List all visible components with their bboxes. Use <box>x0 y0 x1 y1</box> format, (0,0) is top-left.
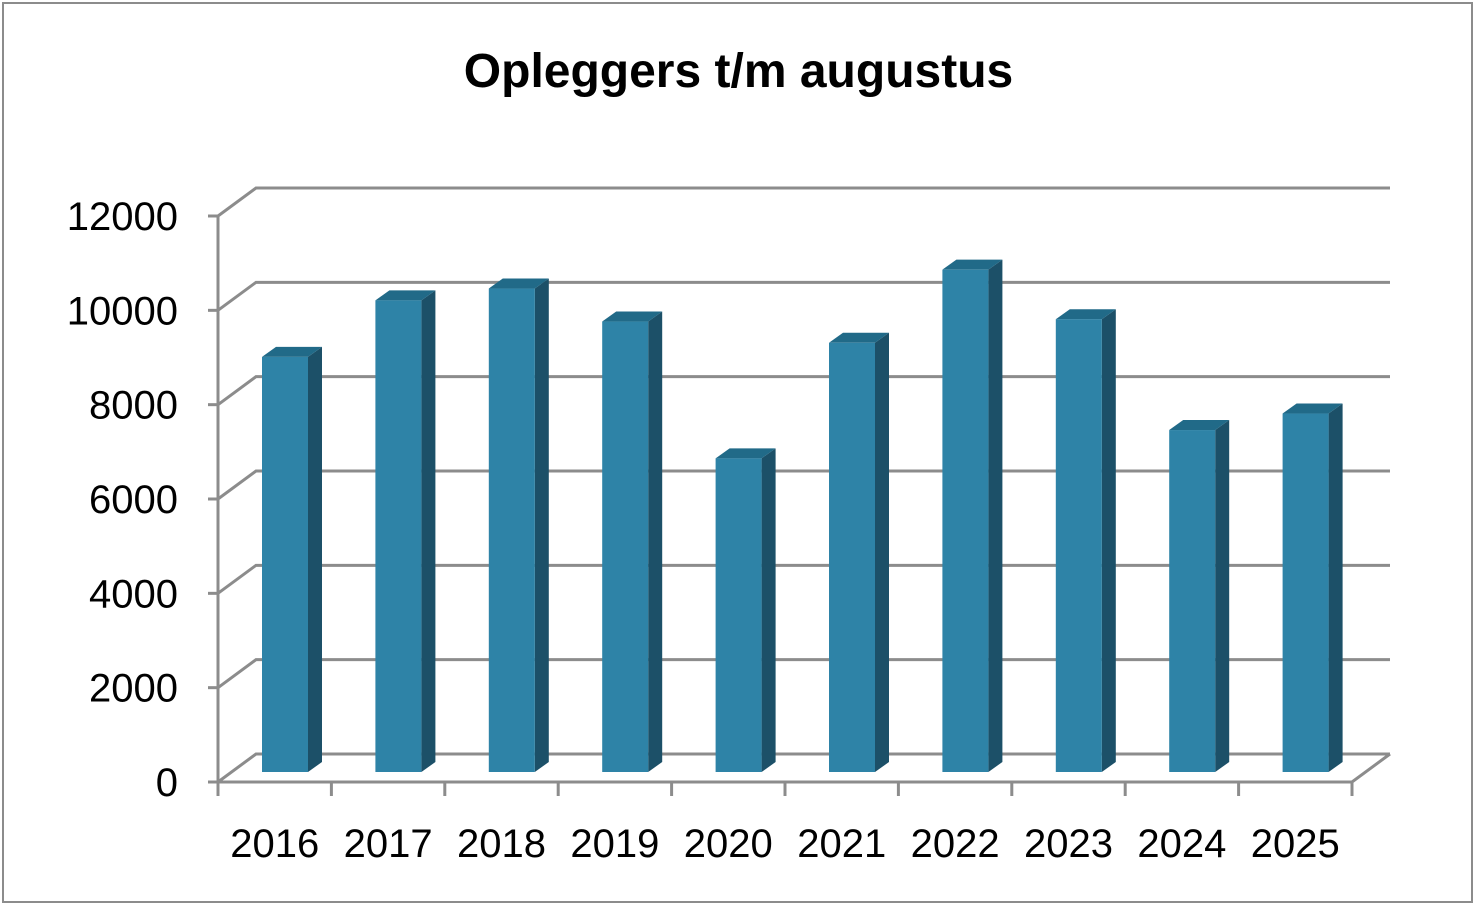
bar <box>829 332 889 772</box>
gridline <box>217 280 1390 312</box>
y-tick-label: 0 <box>156 761 178 805</box>
x-tick-label: 2023 <box>1024 822 1113 866</box>
gridline <box>217 752 1390 784</box>
bars <box>262 259 1343 772</box>
x-tick-label: 2019 <box>570 822 659 866</box>
chart-title: Opleggers t/m augustus <box>463 45 1014 98</box>
gridlines <box>217 186 1390 784</box>
axes <box>208 214 1391 796</box>
x-tick-label: 2021 <box>797 822 886 866</box>
bar <box>942 259 1003 772</box>
x-tick-label: 2020 <box>684 822 773 866</box>
y-tick-label: 10000 <box>67 289 178 333</box>
tick-labels: 0 2000 4000 6000 8000 10000 12000 2016 2017 2018 2… <box>67 195 1340 866</box>
x-tick-label: 2022 <box>911 822 1000 866</box>
gridline <box>217 469 1390 501</box>
bar <box>715 448 776 772</box>
y-tick-label: 12000 <box>67 195 178 239</box>
y-tick-label: 8000 <box>89 384 178 428</box>
gridline <box>217 375 1390 406</box>
bar <box>1169 420 1230 772</box>
bar <box>1055 309 1116 772</box>
bar <box>375 290 436 772</box>
gridline <box>217 186 1390 218</box>
x-tick-label: 2024 <box>1137 822 1226 866</box>
gridline <box>217 563 1390 595</box>
bar <box>602 311 663 772</box>
x-tick-label: 2016 <box>230 822 319 866</box>
bar <box>488 278 549 772</box>
y-tick-label: 2000 <box>89 667 178 711</box>
y-tick-label: 6000 <box>89 478 178 522</box>
y-tick-label: 4000 <box>89 572 178 616</box>
gridline <box>217 658 1390 689</box>
bar <box>262 346 322 772</box>
x-tick-label: 2018 <box>457 822 546 866</box>
x-tick-label: 2017 <box>344 822 433 866</box>
x-tick-label: 2025 <box>1251 822 1340 866</box>
bar <box>1282 403 1343 772</box>
